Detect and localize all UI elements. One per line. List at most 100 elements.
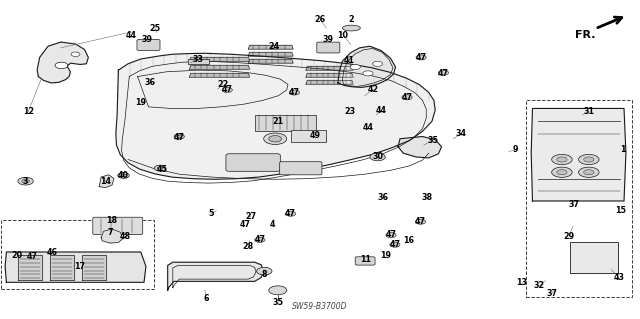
Text: 47: 47 <box>438 69 449 78</box>
Text: 36: 36 <box>378 193 389 202</box>
Text: 44: 44 <box>376 106 387 115</box>
Text: 45: 45 <box>156 165 168 174</box>
Text: 43: 43 <box>613 273 625 282</box>
Text: 39: 39 <box>323 35 334 44</box>
Text: 18: 18 <box>106 216 118 225</box>
Text: 35: 35 <box>272 298 284 307</box>
Circle shape <box>22 179 29 183</box>
Text: 3: 3 <box>23 177 28 186</box>
Bar <box>291 130 326 142</box>
Text: 11: 11 <box>360 256 372 264</box>
Text: SW59-B3700D: SW59-B3700D <box>292 302 348 311</box>
Polygon shape <box>248 59 293 63</box>
Text: 37: 37 <box>568 200 580 209</box>
FancyBboxPatch shape <box>226 154 280 171</box>
Text: 16: 16 <box>403 236 415 245</box>
Polygon shape <box>168 262 264 290</box>
Text: 47: 47 <box>221 85 233 94</box>
Bar <box>1 220 154 289</box>
Text: 48: 48 <box>119 232 131 241</box>
Polygon shape <box>189 65 250 69</box>
Circle shape <box>390 242 400 247</box>
Text: 41: 41 <box>344 56 355 65</box>
Text: 35: 35 <box>427 136 438 145</box>
FancyBboxPatch shape <box>93 217 143 234</box>
Circle shape <box>438 70 449 75</box>
Text: 26: 26 <box>314 15 326 24</box>
Circle shape <box>222 87 232 93</box>
FancyBboxPatch shape <box>317 42 340 53</box>
Text: 33: 33 <box>193 55 204 63</box>
Polygon shape <box>338 46 396 87</box>
Text: 24: 24 <box>268 42 280 51</box>
Text: 47: 47 <box>26 252 38 261</box>
Circle shape <box>372 61 383 66</box>
Ellipse shape <box>342 25 360 31</box>
Text: 47: 47 <box>415 217 426 226</box>
Circle shape <box>416 55 426 60</box>
Circle shape <box>285 211 296 216</box>
Polygon shape <box>82 255 106 280</box>
Polygon shape <box>50 255 74 280</box>
Bar <box>255 115 316 131</box>
Text: 44: 44 <box>125 31 137 40</box>
Text: 49: 49 <box>309 131 321 140</box>
Text: 15: 15 <box>615 206 627 215</box>
Polygon shape <box>306 66 353 70</box>
Polygon shape <box>531 108 626 201</box>
Text: FR.: FR. <box>575 30 595 40</box>
Circle shape <box>363 71 373 76</box>
Text: 37: 37 <box>546 289 557 298</box>
Text: 40: 40 <box>118 171 129 180</box>
Polygon shape <box>189 73 250 77</box>
Text: 42: 42 <box>367 85 379 94</box>
Text: 29: 29 <box>563 232 575 241</box>
Circle shape <box>584 170 594 175</box>
Polygon shape <box>306 73 353 77</box>
Circle shape <box>255 237 265 242</box>
Text: 47: 47 <box>285 209 296 218</box>
Text: 47: 47 <box>173 133 185 142</box>
Text: 34: 34 <box>455 130 467 138</box>
Text: 19: 19 <box>135 98 147 107</box>
Circle shape <box>552 154 572 165</box>
Polygon shape <box>306 80 353 84</box>
Text: 47: 47 <box>415 53 427 62</box>
FancyBboxPatch shape <box>137 40 160 50</box>
Circle shape <box>55 62 68 69</box>
Circle shape <box>402 95 412 100</box>
Polygon shape <box>248 52 293 56</box>
Text: 27: 27 <box>245 212 257 221</box>
Circle shape <box>584 157 594 162</box>
Circle shape <box>264 133 287 145</box>
Text: 25: 25 <box>149 24 161 33</box>
Text: 12: 12 <box>23 107 35 116</box>
Bar <box>188 59 209 64</box>
Circle shape <box>269 136 282 142</box>
Circle shape <box>370 153 385 161</box>
Polygon shape <box>5 252 146 282</box>
Bar <box>526 100 632 297</box>
Text: 7: 7 <box>108 228 113 237</box>
Bar <box>570 242 618 273</box>
Text: 39: 39 <box>141 35 153 44</box>
Text: 23: 23 <box>344 107 355 116</box>
FancyBboxPatch shape <box>280 162 322 175</box>
Text: 4: 4 <box>270 220 275 229</box>
Circle shape <box>174 134 184 139</box>
Text: 9: 9 <box>513 145 518 154</box>
Text: 47: 47 <box>254 235 266 244</box>
Text: 6: 6 <box>204 294 209 303</box>
Circle shape <box>350 64 360 70</box>
Text: 13: 13 <box>516 278 527 287</box>
Text: 8: 8 <box>262 270 267 279</box>
Circle shape <box>18 177 33 185</box>
Text: 36: 36 <box>144 78 156 87</box>
Polygon shape <box>101 229 123 243</box>
Circle shape <box>579 154 599 165</box>
Text: 47: 47 <box>385 230 397 239</box>
Circle shape <box>289 90 300 95</box>
Circle shape <box>177 135 182 138</box>
Circle shape <box>579 167 599 177</box>
Text: 32: 32 <box>534 281 545 290</box>
